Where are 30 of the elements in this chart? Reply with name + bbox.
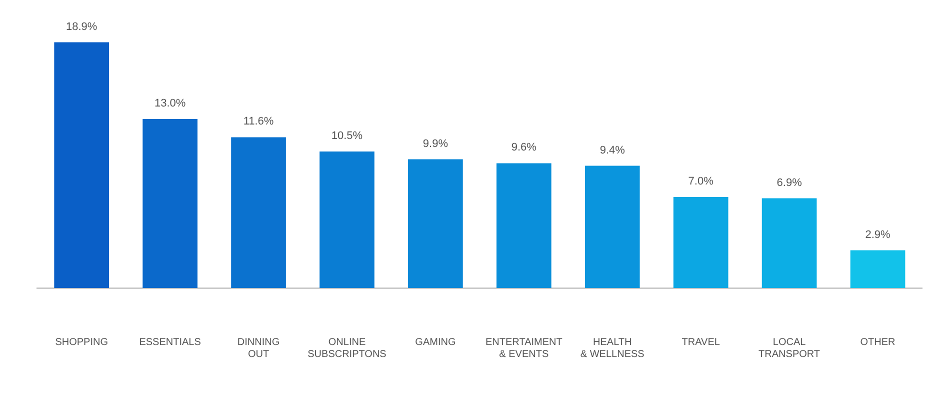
data-label: 6.9%: [776, 176, 802, 189]
x-tick-label: SHOPPING: [55, 336, 108, 348]
bar: [762, 198, 817, 288]
x-tick-label: DINNING OUT: [237, 336, 280, 360]
data-label: 2.9%: [865, 228, 891, 241]
bar: [142, 119, 198, 288]
x-tick-label: TRAVEL: [682, 336, 720, 348]
bar: [320, 152, 374, 288]
bar: [231, 137, 286, 288]
bar: [673, 197, 728, 288]
x-tick-label: ONLINE SUBSCRIPTONS: [308, 336, 387, 360]
x-tick-label: GAMING: [415, 336, 456, 348]
data-label: 9.4%: [600, 144, 626, 156]
bar: [408, 159, 463, 288]
x-tick-label: ENTERTAIMENT & EVENTS: [485, 336, 562, 360]
data-label: 11.6%: [243, 116, 274, 128]
x-tick-label: LOCAL TRANSPORT: [758, 336, 820, 360]
bar: [54, 42, 110, 288]
data-label: 10.5%: [331, 130, 363, 142]
x-tick-label: ESSENTIALS: [139, 336, 202, 348]
x-tick-label: OTHER: [860, 336, 896, 348]
data-label: 9.9%: [422, 138, 448, 150]
bar: [850, 250, 906, 288]
x-tick-label: HEALTH & WELLNESS: [580, 336, 645, 360]
data-label: 18.9%: [66, 20, 98, 33]
data-label: 9.6%: [511, 142, 537, 154]
bar: [584, 166, 640, 288]
data-label: 7.0%: [688, 176, 714, 188]
bar: [496, 163, 552, 288]
data-label: 13.0%: [154, 98, 186, 110]
